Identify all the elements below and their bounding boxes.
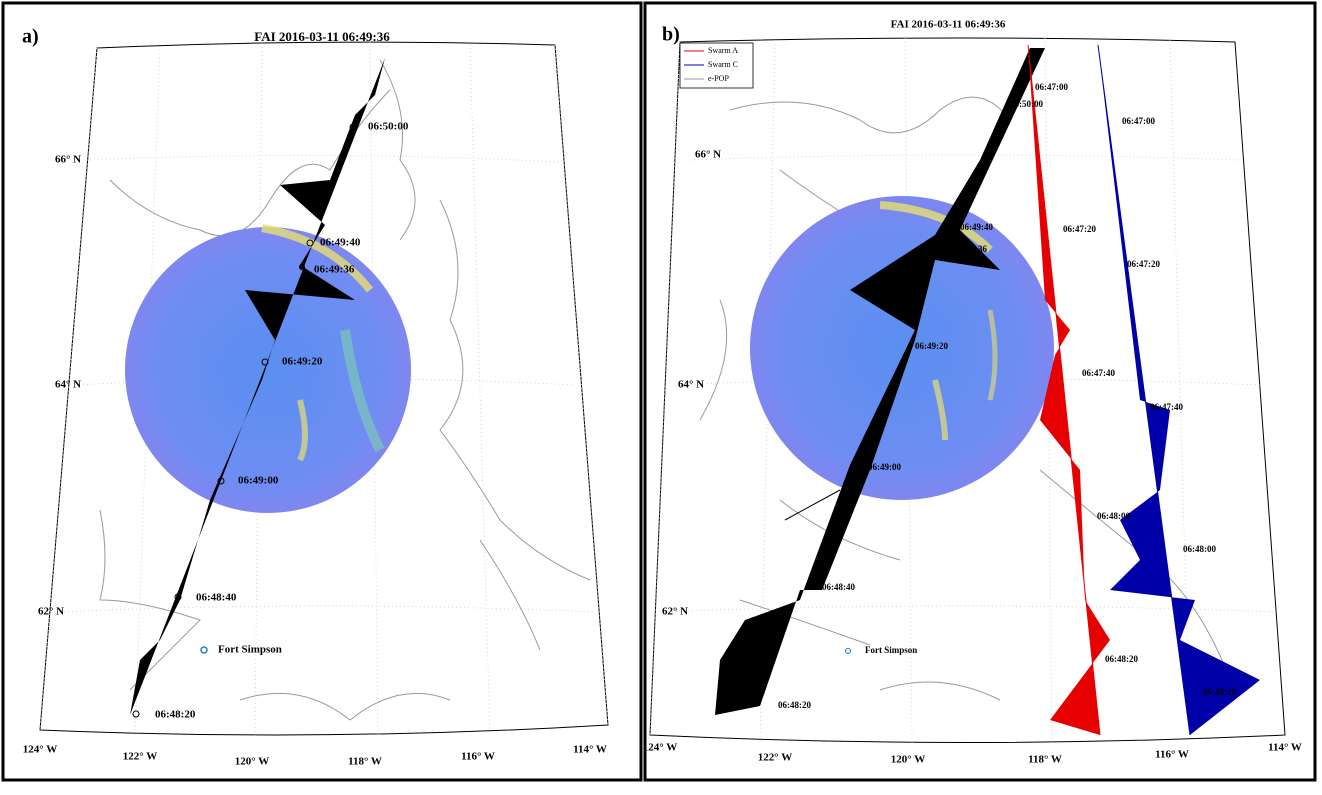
place-label: Fort Simpson xyxy=(865,645,917,655)
time-label: 06:49:36 xyxy=(954,244,987,254)
time-label: 06:49:20 xyxy=(282,356,323,368)
lon-label: 124° W xyxy=(23,744,57,756)
panel-label: a) xyxy=(22,26,39,48)
panel-title: FAI 2016-03-11 06:49:36 xyxy=(254,29,390,44)
panel-title: FAI 2016-03-11 06:49:36 xyxy=(891,19,1006,31)
time-label: 06:48:20 xyxy=(1203,687,1236,697)
time-label: 06:49:40 xyxy=(960,222,993,232)
panel-label: b) xyxy=(662,24,680,46)
lon-label: 124° W xyxy=(643,742,677,754)
time-label: 06:49:40 xyxy=(320,237,361,249)
time-label: 06:48:20 xyxy=(1105,654,1138,664)
lon-label: 114° W xyxy=(1268,742,1302,754)
time-label: 06:49:00 xyxy=(238,475,279,487)
lat-label: 64° N xyxy=(55,379,81,391)
time-label: 06:48:00 xyxy=(1097,511,1130,521)
time-label: 06:48:20 xyxy=(778,700,811,710)
lat-label: 66° N xyxy=(55,154,81,166)
lon-label: 120° W xyxy=(235,756,269,768)
time-label: 06:50:00 xyxy=(368,121,409,133)
lat-label: 64° N xyxy=(678,379,704,391)
time-label: 06:48:20 xyxy=(155,709,196,721)
lon-label: 122° W xyxy=(758,752,792,764)
time-label: 06:47:20 xyxy=(1127,259,1160,269)
lat-label: 62° N xyxy=(38,606,64,618)
time-label: 06:47:00 xyxy=(1035,82,1068,92)
lon-label: 116° W xyxy=(1155,749,1189,761)
time-label: 06:49:36 xyxy=(314,264,355,276)
lon-label: 116° W xyxy=(461,751,495,763)
lat-label: 66° N xyxy=(695,149,721,161)
time-label: 06:47:20 xyxy=(1063,224,1096,234)
map-b xyxy=(649,37,1286,746)
lon-label: 114° W xyxy=(573,744,607,756)
panel-frame xyxy=(643,1,1317,782)
time-label: 06:48:40 xyxy=(196,592,237,604)
place-label: Fort Simpson xyxy=(218,644,282,656)
lon-label: 118° W xyxy=(348,756,382,768)
lon-label: 122° W xyxy=(123,751,157,763)
time-label: 06:49:00 xyxy=(868,462,901,472)
time-label: 06:50:00 xyxy=(1010,99,1043,109)
time-label: 06:47:40 xyxy=(1150,402,1183,412)
panel-frame xyxy=(1,1,643,782)
time-label: 06:49:20 xyxy=(915,341,948,351)
map-a xyxy=(39,41,609,739)
time-label: 06:47:00 xyxy=(1122,116,1155,126)
time-label: 06:48:00 xyxy=(1183,544,1216,554)
lat-label: 62° N xyxy=(662,606,688,618)
legend-label: Swarm C xyxy=(708,60,738,69)
lon-label: 118° W xyxy=(1028,754,1062,766)
legend-label: Swarm A xyxy=(708,46,738,55)
time-label: 06:47:40 xyxy=(1082,368,1115,378)
lon-label: 120° W xyxy=(891,754,925,766)
legend-label: e-POP xyxy=(708,74,729,83)
time-label: 06:48:40 xyxy=(822,582,855,592)
